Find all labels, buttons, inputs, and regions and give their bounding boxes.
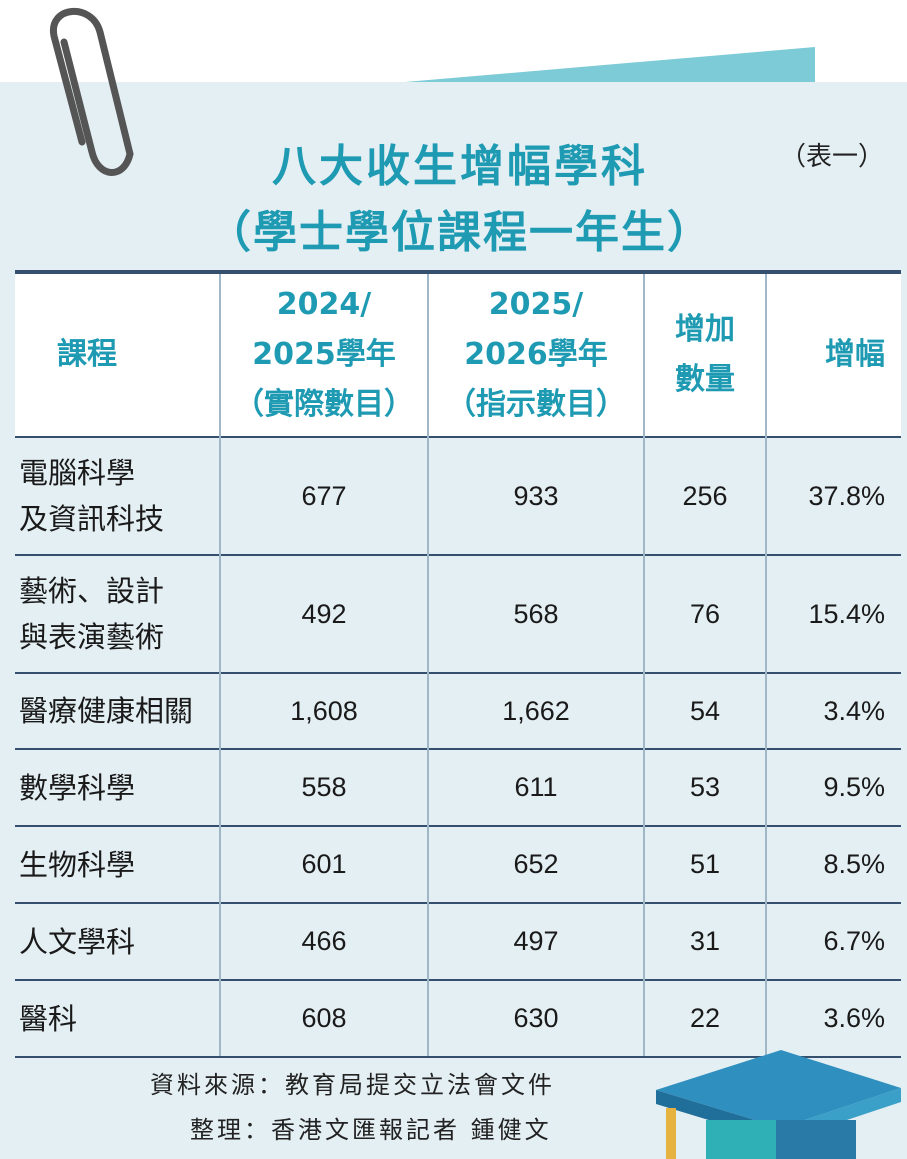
actual-count: 492 <box>219 554 428 673</box>
table-row: 醫療健康相關 1,608 1,662 54 3.4% <box>15 672 901 749</box>
increase-pct: 37.8% <box>765 436 901 555</box>
indicative-count: 497 <box>427 902 644 980</box>
course-name: 藝術、設計 與表演藝術 <box>15 554 220 673</box>
increase-pct: 8.5% <box>765 825 901 903</box>
course-name: 電腦科學 及資訊科技 <box>15 436 220 555</box>
indicative-count: 933 <box>427 436 644 555</box>
increase-count: 256 <box>643 436 766 555</box>
source-note: 資料來源：教育局提交立法會文件 <box>150 1071 555 1099</box>
indicative-count: 568 <box>427 554 644 673</box>
table-row: 人文學科 466 497 31 6.7% <box>15 902 901 980</box>
increase-count: 54 <box>643 672 766 749</box>
increase-count: 51 <box>643 825 766 903</box>
indicative-count: 1,662 <box>427 672 644 749</box>
increase-count: 76 <box>643 554 766 673</box>
header-increase: 增加 數量 <box>643 274 766 437</box>
data-table: 課程 2024/ 2025學年 （實際數目） 2025/ 2026學年 （指示數… <box>15 270 901 1058</box>
page-title: 八大收生增幅學科 <box>272 141 648 192</box>
header-course: 課程 <box>15 274 220 437</box>
actual-count: 558 <box>219 748 428 826</box>
actual-count: 608 <box>219 979 428 1056</box>
table-top-rule <box>15 270 901 274</box>
course-name: 數學科學 <box>15 748 220 826</box>
course-name: 醫療健康相關 <box>15 672 220 749</box>
paperclip-icon <box>50 7 134 176</box>
header-pct: 增幅 <box>765 274 901 437</box>
table-row: 電腦科學 及資訊科技 677 933 256 37.8% <box>15 436 901 555</box>
course-name: 人文學科 <box>15 902 220 980</box>
actual-count: 677 <box>219 436 428 555</box>
table-row: 藝術、設計 與表演藝術 492 568 76 15.4% <box>15 554 901 673</box>
increase-pct: 3.4% <box>765 672 901 749</box>
table-bottom-rule <box>15 1056 901 1058</box>
page-subtitle: （學士學位課程一年生） <box>207 207 713 258</box>
table-tag: （表一） <box>780 142 885 172</box>
table-row: 數學科學 558 611 53 9.5% <box>15 748 901 826</box>
increase-count: 53 <box>643 748 766 826</box>
actual-count: 466 <box>219 902 428 980</box>
increase-pct: 3.6% <box>765 979 901 1056</box>
graduation-cap-icon <box>656 1050 901 1159</box>
course-name: 醫科 <box>15 979 220 1056</box>
indicative-count: 611 <box>427 748 644 826</box>
increase-count: 31 <box>643 902 766 980</box>
credit-note: 整理：香港文匯報記者 鍾健文 <box>190 1116 552 1144</box>
increase-pct: 9.5% <box>765 748 901 826</box>
header-2024: 2024/ 2025學年 （實際數目） <box>219 274 428 437</box>
table-row: 醫科 608 630 22 3.6% <box>15 979 901 1056</box>
indicative-count: 630 <box>427 979 644 1056</box>
table-row: 生物科學 601 652 51 8.5% <box>15 825 901 903</box>
actual-count: 1,608 <box>219 672 428 749</box>
table-header-row: 課程 2024/ 2025學年 （實際數目） 2025/ 2026學年 （指示數… <box>15 274 901 437</box>
actual-count: 601 <box>219 825 428 903</box>
increase-count: 22 <box>643 979 766 1056</box>
course-name: 生物科學 <box>15 825 220 903</box>
header-2025: 2025/ 2026學年 （指示數目） <box>427 274 644 437</box>
increase-pct: 15.4% <box>765 554 901 673</box>
indicative-count: 652 <box>427 825 644 903</box>
increase-pct: 6.7% <box>765 902 901 980</box>
